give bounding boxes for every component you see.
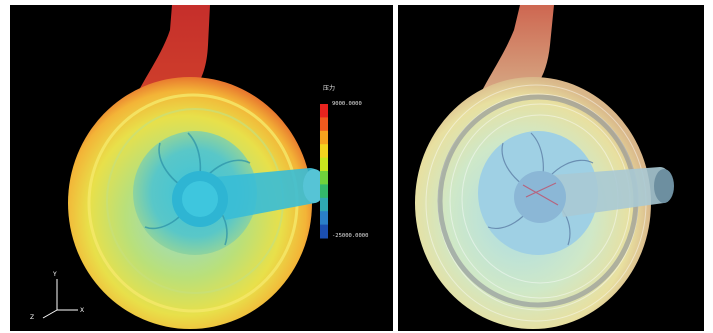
colorbar-segment	[320, 157, 328, 172]
colorbar-min-label: -25000.0000	[332, 233, 369, 239]
colorbar-segment	[320, 104, 328, 118]
axis-x-label: X	[80, 307, 85, 314]
pressure-contour-view: 压力 9000.0000 -25000.0000 Y X Z	[10, 5, 393, 331]
pump-streamline-render	[415, 5, 674, 329]
colorbar-segment	[320, 224, 328, 239]
axis-y-label: Y	[53, 271, 57, 278]
colorbar-segment	[320, 211, 328, 226]
colorbar-segment	[320, 117, 328, 132]
axis-triad	[42, 279, 78, 319]
colorbar-segment	[320, 171, 328, 185]
pump-pressure-render	[42, 5, 328, 329]
colorbar-segment	[320, 130, 328, 145]
colorbar-max-label: 9000.0000	[332, 101, 362, 107]
pressure-colorbar	[320, 104, 328, 239]
impeller-hub	[514, 171, 566, 223]
suction-pipe	[553, 167, 673, 217]
colorbar-title: 压力	[323, 85, 336, 92]
colorbar-segment	[320, 197, 328, 212]
colorbar-segment	[320, 144, 328, 159]
suction-pipe	[215, 168, 325, 220]
colorbar-segment	[320, 184, 328, 199]
axis-z-label: Z	[30, 314, 35, 321]
streamline-view	[398, 5, 704, 331]
